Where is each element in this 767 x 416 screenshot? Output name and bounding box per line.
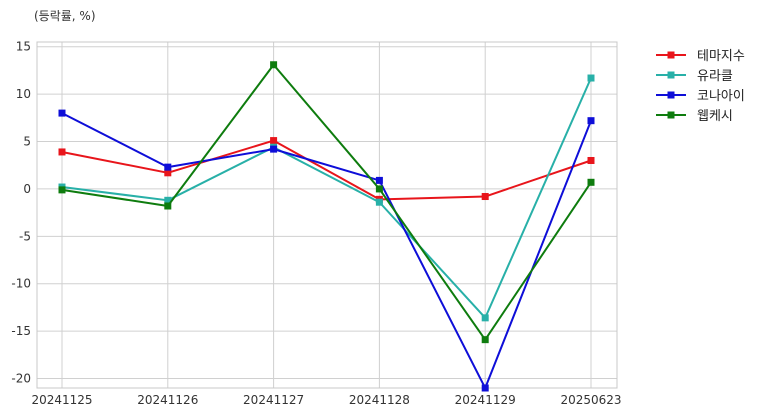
- x-tick-label: 20241129: [455, 393, 516, 407]
- series-line: [61, 139, 592, 201]
- legend-marker: [667, 91, 675, 99]
- x-axis-labels: 20241125 20241126 20241127 20241128 20241129…: [31, 393, 621, 407]
- series-2: [58, 74, 595, 322]
- data-point: [164, 202, 172, 210]
- legend-label: 유라클: [697, 69, 733, 84]
- legend-item: 웹케시: [656, 109, 733, 124]
- series-4: [58, 61, 595, 344]
- series-line: [61, 112, 592, 389]
- data-point: [481, 336, 489, 344]
- legend-marker: [667, 51, 675, 59]
- legend-item: 코나아이: [656, 89, 745, 104]
- data-point: [164, 196, 172, 204]
- y-tick-label: 0: [23, 182, 31, 196]
- data-point: [270, 137, 278, 145]
- data-point: [270, 145, 278, 153]
- series-group: [58, 61, 595, 392]
- x-tick-label: 20241126: [137, 393, 198, 407]
- x-tick-label: 20250623: [560, 393, 621, 407]
- data-point: [587, 117, 595, 125]
- legend-label: 웹케시: [697, 109, 733, 124]
- plot-frame: [36, 41, 618, 389]
- unit-label: (등락률, %): [34, 9, 96, 23]
- data-point: [375, 185, 383, 193]
- data-point: [587, 156, 595, 164]
- data-point: [481, 384, 489, 392]
- data-point: [375, 198, 383, 206]
- legend-marker: [667, 111, 675, 119]
- data-point: [164, 169, 172, 177]
- y-tick-label: -10: [11, 277, 31, 291]
- data-point: [587, 178, 595, 186]
- y-tick-label: -20: [11, 372, 31, 386]
- y-axis-labels: 15 10 5 0 -5 -10 -15 -20: [11, 40, 31, 386]
- data-point: [375, 176, 383, 184]
- data-point: [481, 314, 489, 322]
- series-line: [61, 77, 592, 319]
- legend-marker: [667, 71, 675, 79]
- y-tick-label: 10: [16, 87, 31, 101]
- series-1: [58, 137, 595, 203]
- data-point: [587, 74, 595, 82]
- series-3: [58, 109, 595, 392]
- legend-label: 테마지수: [697, 49, 745, 64]
- data-point: [270, 61, 278, 69]
- legend-item: 유라클: [656, 69, 733, 84]
- data-point: [164, 163, 172, 171]
- x-tick-label: 20241128: [349, 393, 410, 407]
- grid: [37, 42, 617, 388]
- legend-item: 테마지수: [656, 49, 745, 64]
- series-line: [61, 63, 592, 341]
- y-tick-label: -5: [19, 229, 31, 243]
- data-point: [58, 186, 66, 194]
- data-point: [58, 148, 66, 156]
- x-tick-label: 20241125: [31, 393, 92, 407]
- data-point: [481, 193, 489, 201]
- legend-label: 코나아이: [697, 89, 745, 104]
- data-point: [58, 109, 66, 117]
- y-tick-label: 15: [16, 40, 31, 54]
- y-tick-label: -15: [11, 324, 31, 338]
- x-tick-label: 20241127: [243, 393, 304, 407]
- y-tick-label: 5: [23, 135, 31, 149]
